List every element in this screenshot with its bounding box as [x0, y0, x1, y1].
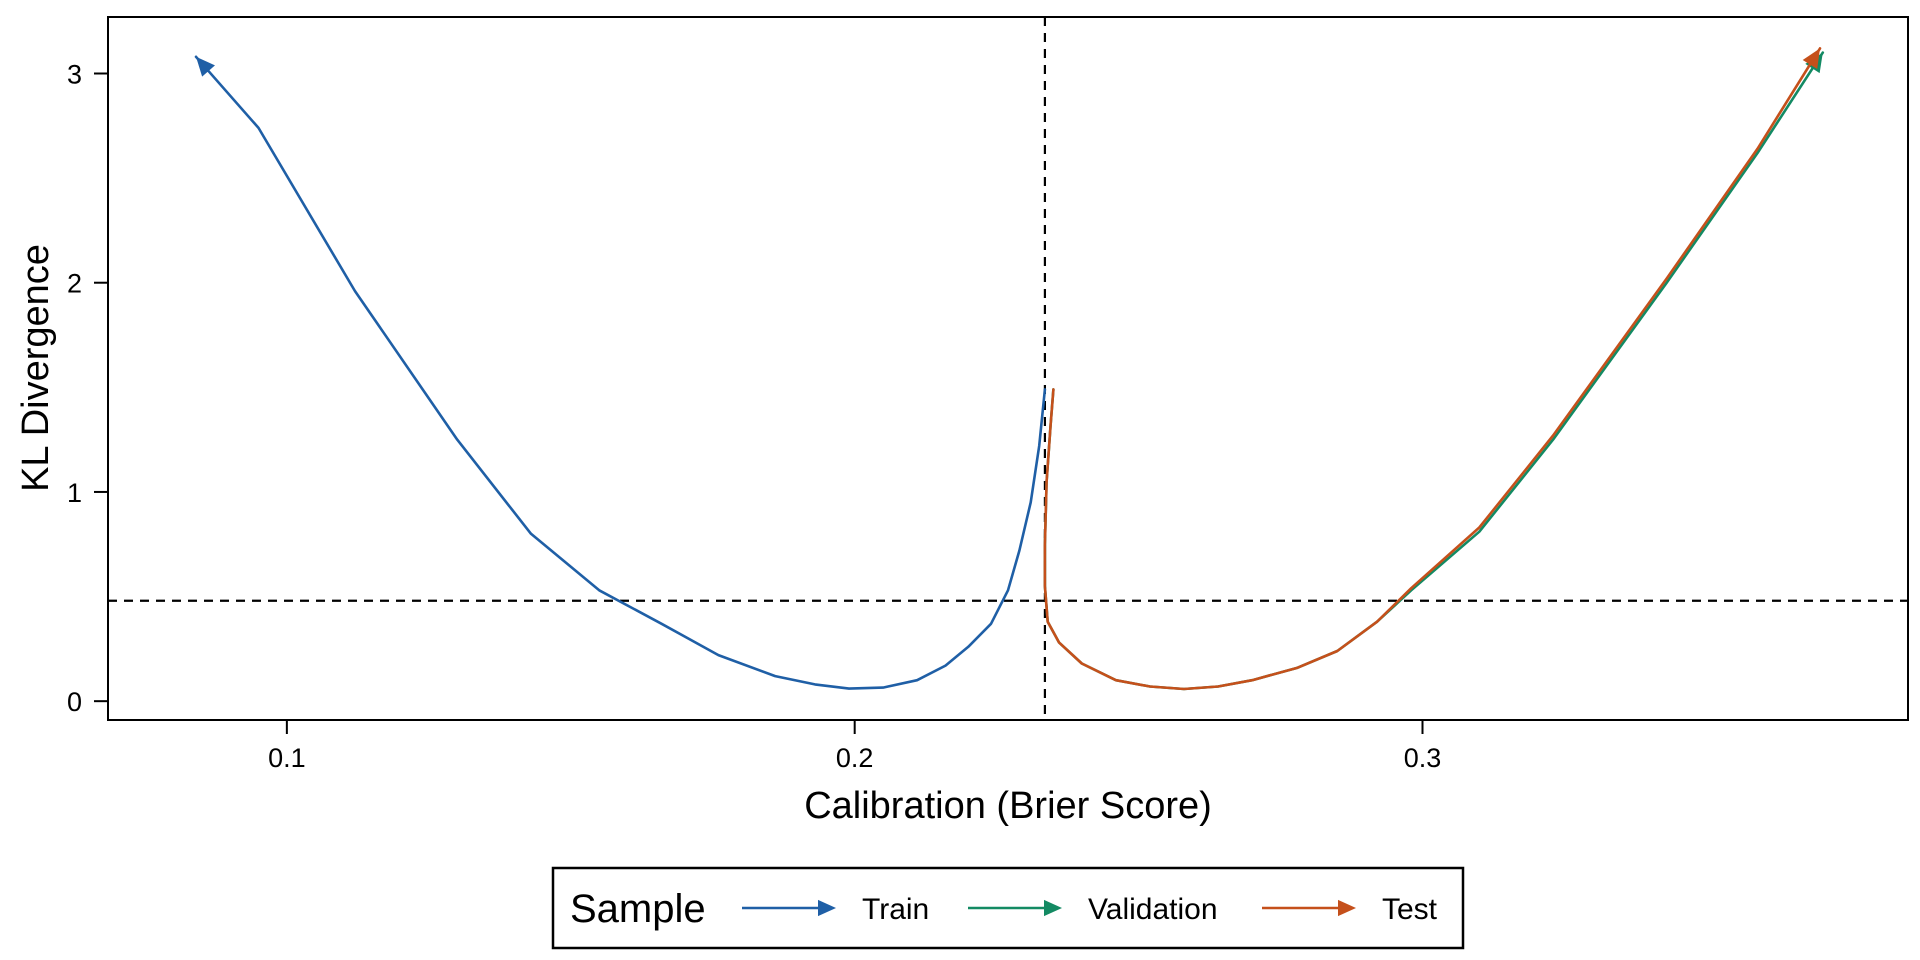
reference-lines	[108, 17, 1908, 720]
series-line-train	[194, 55, 1047, 690]
x-axis: 0.1 0.2 0.3	[268, 720, 1441, 773]
legend-arrow-test	[1338, 899, 1356, 917]
arrowhead-test	[1802, 48, 1820, 70]
plot-frame	[107, 16, 1909, 721]
x-tick-label: 0.3	[1404, 743, 1442, 773]
legend-arrow-validation	[1044, 899, 1062, 917]
legend-label-test: Test	[1382, 893, 1438, 926]
series-line-validation	[1043, 51, 1825, 691]
y-tick-label: 1	[67, 478, 82, 508]
legend-arrow-train	[818, 899, 836, 917]
legend-entries: Train Validation Test	[742, 893, 1438, 926]
series-group	[194, 47, 1825, 691]
y-axis-title: KL Divergence	[15, 244, 57, 492]
y-tick-label: 0	[67, 687, 82, 717]
x-axis-title: Calibration (Brier Score)	[804, 785, 1212, 827]
y-axis: 0 1 2 3	[67, 59, 108, 717]
arrowhead-train	[196, 56, 215, 77]
legend-label-train: Train	[862, 893, 929, 926]
y-tick-label: 2	[67, 269, 82, 299]
series-line-test	[1043, 47, 1822, 691]
y-tick-label: 3	[67, 59, 82, 89]
legend-label-validation: Validation	[1088, 893, 1218, 926]
legend: Sample Train Validation Test	[551, 866, 1465, 950]
legend-title: Sample	[570, 887, 706, 931]
x-tick-label: 0.2	[836, 743, 874, 773]
plot-area	[107, 16, 1909, 721]
x-tick-label: 0.1	[268, 743, 306, 773]
